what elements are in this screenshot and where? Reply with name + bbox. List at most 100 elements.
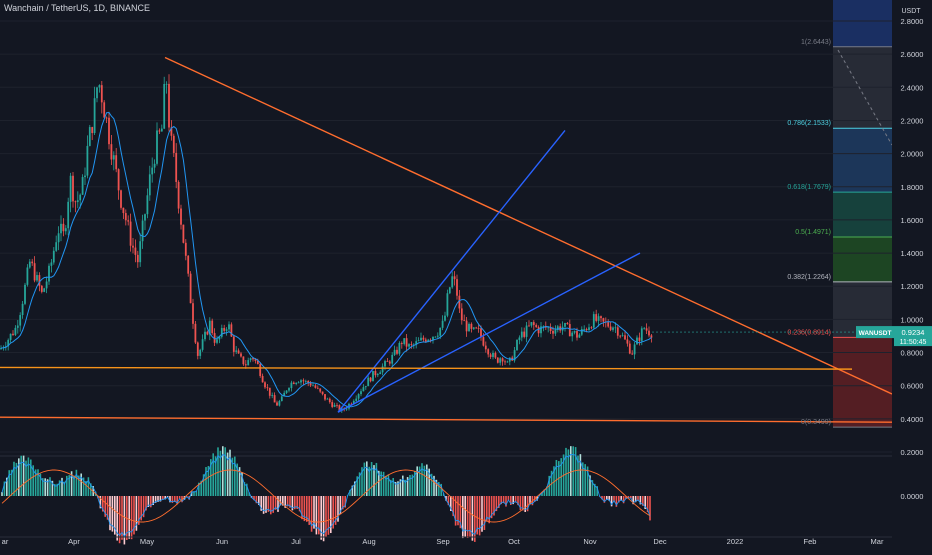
candle-body: [535, 325, 537, 327]
candle-body: [629, 344, 631, 354]
candle-body: [118, 169, 120, 190]
histogram-bar: [556, 460, 558, 496]
candle-body: [216, 339, 218, 342]
candle-body: [523, 332, 525, 337]
candle-body: [646, 328, 648, 330]
histogram-bar: [316, 496, 318, 534]
candle-body: [58, 233, 60, 242]
candle-body: [365, 386, 367, 387]
candle-body: [399, 343, 401, 354]
candle-body: [178, 182, 180, 209]
candle-body: [300, 380, 302, 382]
candle-body: [34, 263, 36, 280]
candle-body: [185, 243, 187, 256]
candle-body: [485, 346, 487, 350]
time-tick: Nov: [583, 537, 597, 546]
candle-body: [612, 328, 614, 330]
candle-body: [581, 329, 583, 335]
histogram-bar: [23, 456, 25, 496]
histogram-bar: [224, 447, 226, 496]
histogram-bar: [580, 454, 582, 496]
fib-label: 0(0.3499): [801, 419, 831, 426]
candle-body: [108, 118, 110, 144]
time-tick: Mar: [871, 537, 884, 546]
candle-body: [595, 314, 597, 321]
candle-body: [420, 338, 422, 341]
candle-body: [329, 399, 331, 402]
candle-body: [29, 262, 31, 268]
histogram-bar: [474, 496, 476, 542]
candle-body: [123, 208, 125, 213]
candle-body: [163, 84, 165, 129]
candle-body: [154, 164, 156, 168]
candle-body: [401, 343, 403, 344]
candle-body: [526, 326, 528, 337]
candle-body: [19, 315, 21, 326]
histogram-bar: [472, 496, 474, 541]
candle-body: [60, 224, 62, 233]
candle-body: [377, 374, 379, 375]
candle-body: [516, 340, 518, 350]
candle-body: [322, 392, 324, 395]
candle-body: [533, 322, 535, 325]
candle-body: [528, 326, 530, 327]
time-tick: Apr: [68, 537, 80, 546]
candle-body: [391, 355, 393, 364]
candle-body: [490, 354, 492, 357]
time-tick: Oct: [508, 537, 521, 546]
time-tick: ar: [2, 537, 9, 546]
candle-body: [396, 350, 398, 354]
candle-body: [451, 276, 453, 287]
candle-body: [151, 168, 153, 175]
candle-body: [77, 200, 79, 202]
histogram-bar: [376, 463, 378, 496]
price-tick: 2.0000: [901, 150, 924, 159]
candle-body: [89, 127, 91, 146]
candle-body: [583, 329, 585, 330]
candle-body: [648, 331, 650, 336]
histogram-bar: [234, 457, 236, 496]
price-tick: 0.2000: [901, 448, 924, 457]
histogram-bar: [565, 448, 567, 496]
price-tick: 1.4000: [901, 249, 924, 258]
candle-body: [475, 328, 477, 329]
candle-body: [591, 327, 593, 328]
time-tick: Sep: [436, 537, 449, 546]
candle-body: [463, 320, 465, 321]
candle-body: [574, 331, 576, 333]
candle-body: [538, 327, 540, 333]
candle-body: [27, 267, 29, 284]
histogram-bar: [467, 496, 469, 538]
candle-body: [63, 224, 65, 231]
candle-body: [235, 350, 237, 351]
candle-body: [305, 381, 307, 382]
candle-body: [466, 321, 468, 332]
candle-body: [497, 358, 499, 363]
countdown: 11:50:45: [900, 339, 927, 346]
candle-body: [418, 340, 420, 341]
candle-body: [435, 337, 437, 338]
candle-body: [70, 176, 72, 202]
candle-body: [120, 190, 122, 207]
chart-header: Wanchain / TetherUS, 1D, BINANCE: [4, 3, 150, 13]
candle-body: [579, 335, 581, 338]
candle-body: [84, 176, 86, 177]
candle-body: [94, 98, 96, 133]
candle-body: [334, 405, 336, 407]
price-tick: 1.6000: [901, 216, 924, 225]
candle-body: [204, 332, 206, 339]
candle-body: [315, 385, 317, 387]
candle-body: [46, 282, 48, 289]
candle-body: [600, 316, 602, 318]
candle-body: [394, 350, 396, 355]
time-tick: 2022: [727, 537, 744, 546]
candle-body: [495, 353, 497, 358]
candle-body: [82, 177, 84, 195]
candle-body: [197, 343, 199, 356]
candle-body: [75, 201, 77, 202]
histogram-bar: [323, 496, 325, 541]
candle-body: [199, 350, 201, 356]
histogram-bar: [575, 447, 577, 496]
